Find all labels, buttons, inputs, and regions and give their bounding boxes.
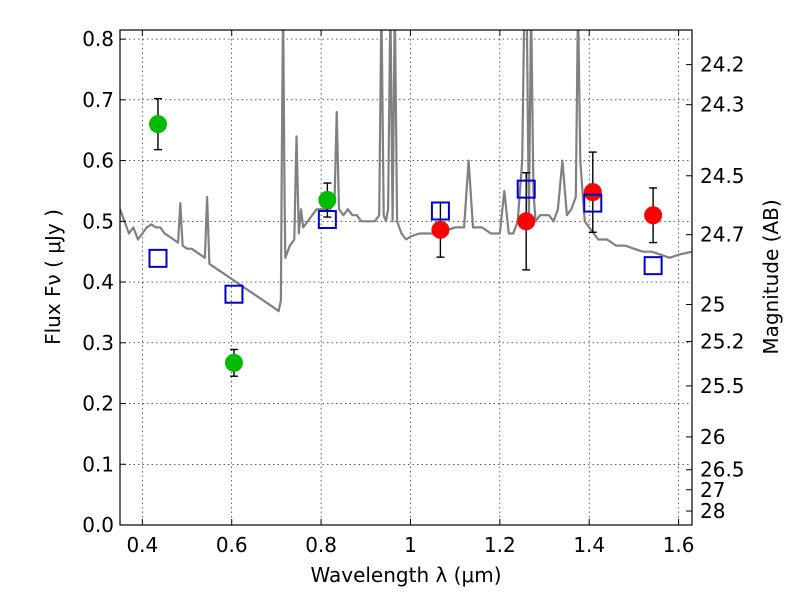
x-tick-label: 1.2 xyxy=(484,533,516,557)
grid-lines xyxy=(120,30,692,526)
model-spectrum xyxy=(120,30,692,313)
observed-flux-point xyxy=(644,206,663,225)
observed-flux-point xyxy=(431,220,450,239)
y2-axis-label: Magnitude (AB) xyxy=(759,199,783,354)
model-flux-square xyxy=(430,201,450,221)
model-flux-square xyxy=(224,284,244,304)
observed-flux-point xyxy=(148,115,167,134)
y-tick-label: 0.2 xyxy=(82,392,114,416)
x-axis-label: Wavelength λ (μm) xyxy=(310,563,501,587)
y-tick-label: 0.6 xyxy=(82,149,114,173)
y2-tick-label: 25.5 xyxy=(700,374,745,398)
model-flux-square xyxy=(317,209,337,229)
y-tick-label: 0.0 xyxy=(82,513,114,537)
y2-tick-label: 25.2 xyxy=(700,330,745,354)
x-tick-label: 0.8 xyxy=(305,533,337,557)
observed-flux-point xyxy=(517,212,536,231)
observed-flux-point xyxy=(583,183,602,202)
x-tick-label: 0.6 xyxy=(216,533,248,557)
y2-tick-label: 24.7 xyxy=(700,223,745,247)
observed-flux-point xyxy=(224,353,243,372)
x-tick-label: 1.4 xyxy=(573,533,605,557)
x-tick-label: 1 xyxy=(404,533,417,557)
y-tick-label: 0.4 xyxy=(82,270,114,294)
x-tick-label: 1.6 xyxy=(663,533,695,557)
photometry-points xyxy=(148,97,663,377)
model-flux-square xyxy=(583,193,603,213)
y2-tick-label: 25 xyxy=(700,293,725,317)
observed-flux-point xyxy=(318,191,337,210)
axis-ticks: 0.4 0.6 0.8 1 1.2 1.4 1.6 0.0 0.1 0.2 0.3 0.4 0.5 0.6… xyxy=(82,27,744,557)
y2-tick-label: 27 xyxy=(700,478,725,502)
y-tick-label: 0.5 xyxy=(82,209,114,233)
y2-tick-label: 24.5 xyxy=(700,164,745,188)
y2-tick-label: 26.5 xyxy=(700,458,745,482)
model-flux-square xyxy=(643,256,663,276)
y-axis-label: Flux Fν ( μJy ) xyxy=(41,209,65,345)
x-tick-label: 0.4 xyxy=(126,533,158,557)
model-flux-square xyxy=(516,179,536,199)
y-tick-label: 0.7 xyxy=(82,88,114,112)
y2-tick-label: 24.2 xyxy=(700,53,745,77)
model-flux-square xyxy=(148,248,168,268)
y-tick-label: 0.3 xyxy=(82,331,114,355)
y-tick-label: 0.1 xyxy=(82,452,114,476)
y2-tick-label: 24.3 xyxy=(700,93,745,117)
y2-tick-label: 26 xyxy=(700,425,725,449)
spectrum-line xyxy=(120,30,692,313)
y2-tick-label: 28 xyxy=(700,499,725,523)
y-tick-label: 0.8 xyxy=(82,27,114,51)
plot-frame xyxy=(119,29,693,526)
